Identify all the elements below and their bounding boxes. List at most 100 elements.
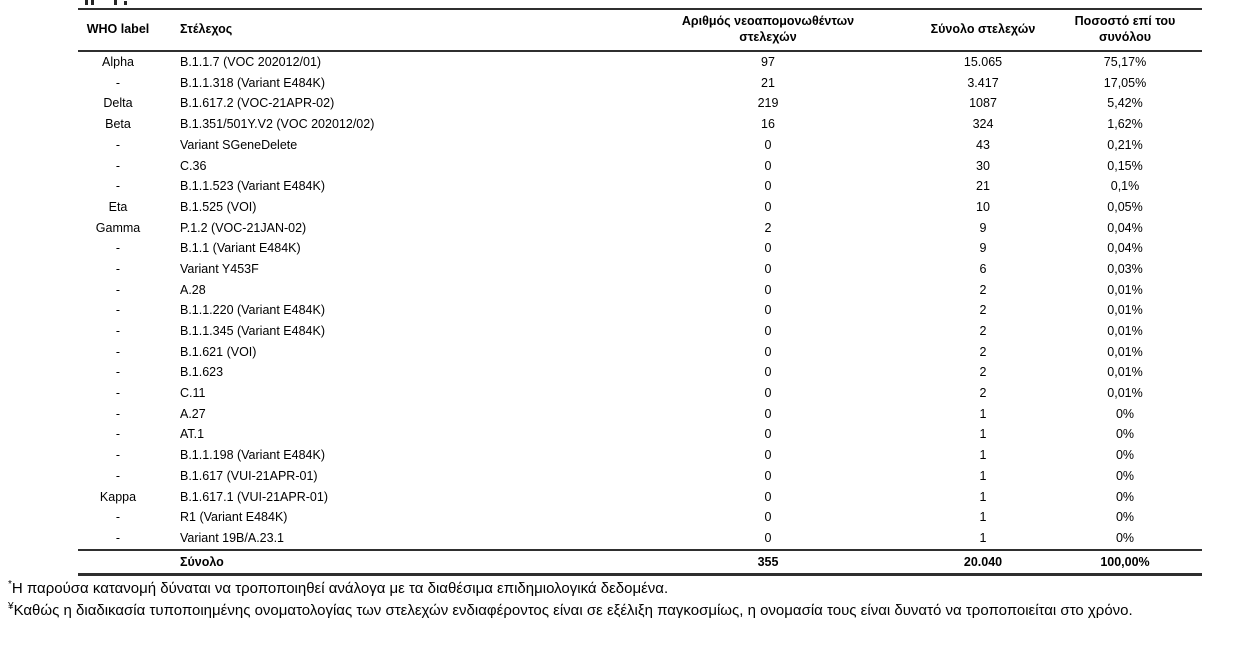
percentage-cell: 0,04% [1107,241,1143,256]
footnotes: *Η παρούσα κατανομή δύναται να τροποποιη… [8,578,1158,621]
who-label-cell: - [115,344,121,359]
table-row: - AT.1 0 1 0% [78,424,1202,445]
new-isolates-cell: 0 [764,468,772,483]
footnote-2: ¥Καθώς η διαδικασία τυποποιημένης ονοματ… [8,600,1158,622]
total-strains-cell: 1087 [969,96,997,111]
new-isolates-cell: 0 [764,282,772,297]
new-isolates-cell: 0 [764,386,772,401]
total-strains-cell: 1 [979,406,987,421]
percentage-cell: 0,04% [1107,220,1143,235]
table-row: - Variant SGeneDelete 0 43 0,21% [78,135,1202,156]
table-row: Alpha B.1.1.7 (VOC 202012/01) 97 15.065 75,1… [78,51,1202,73]
new-isolates-cell: 0 [764,261,772,276]
strain-cell: B.1.1.198 (Variant E484K) [180,448,325,463]
total-strains-cell: 6 [979,261,987,276]
table-row: Delta B.1.617.2 (VOC-21APR-02) 219 1087 5,42… [78,93,1202,114]
table-row: - C.36 0 30 0,15% [78,155,1202,176]
new-isolates-cell: 0 [764,427,772,442]
new-isolates-cell: 2 [764,220,772,235]
table-row: - C.11 0 2 0,01% [78,383,1202,404]
footnote-2-marker: ¥ [8,600,14,612]
strain-cell: B.1.1 (Variant E484K) [180,241,301,256]
strain-cell: B.1.1.345 (Variant E484K) [180,324,325,339]
strain-cell: B.1.351/501Y.V2 (VOC 202012/02) [180,117,375,132]
total-percentage: 100,00% [1048,548,1202,576]
new-isolates-cell: 0 [764,406,772,421]
strain-cell: B.1.1.318 (Variant E484K) [180,75,325,90]
table-row: - A.28 0 2 0,01% [78,280,1202,301]
percentage-cell: 1,62% [1107,117,1143,132]
col-header-strain: Στέλεχος [158,9,618,52]
footnote-1-text: Η παρούσα κατανομή δύναται να τροποποιηθ… [11,580,669,597]
strain-cell: B.1.1.7 (VOC 202012/01) [180,55,322,70]
new-isolates-cell: 0 [764,324,772,339]
who-label-cell: Beta [105,117,131,132]
new-isolates-cell: 16 [761,117,775,132]
percentage-cell: 5,42% [1107,96,1143,111]
strain-cell: R1 (Variant E484K) [180,510,288,525]
strain-cell: B.1.617.2 (VOC-21APR-02) [180,96,335,111]
percentage-cell: 0% [1115,468,1135,483]
total-strains-cell: 2 [979,365,987,380]
total-strains-cell: 1 [979,489,987,504]
table-row: - Variant 19B/A.23.1 0 1 0% [78,528,1202,550]
strain-cell: B.1.525 (VOI) [180,199,257,214]
table-row: - Variant Y453F 0 6 0,03% [78,259,1202,280]
percentage-cell: 0,1% [1110,179,1140,194]
total-strains-cell: 324 [972,117,994,132]
percentage-cell: 0% [1115,448,1135,463]
table-row: - B.1.1.198 (Variant E484K) 0 1 0% [78,445,1202,466]
col-header-new-isolates-line1: Αριθμός νεοαπομονωθέντων [681,14,855,29]
strain-cell: Variant Y453F [180,261,259,276]
table-row: - B.1.1 (Variant E484K) 0 9 0,04% [78,238,1202,259]
who-label-cell: Eta [108,199,128,214]
table-row: - B.1.1.345 (Variant E484K) 0 2 0,01% [78,321,1202,342]
new-isolates-cell: 0 [764,179,772,194]
strain-cell: A.27 [180,406,206,421]
col-header-percentage-line2: συνόλου [1098,30,1152,44]
new-isolates-cell: 0 [764,241,772,256]
table-row: Kappa B.1.617.1 (VUI-21APR-01) 0 1 0% [78,486,1202,507]
strain-cell: Variant 19B/A.23.1 [180,530,285,545]
new-isolates-cell: 0 [764,489,772,504]
percentage-cell: 0,01% [1107,344,1143,359]
new-isolates-cell: 0 [764,303,772,318]
strain-cell: P.1.2 (VOC-21JAN-02) [180,220,307,235]
total-strains-cell: 43 [976,137,990,152]
total-row: Σύνολο 355 20.040 100,00% [78,548,1202,576]
who-label-cell: - [115,510,121,525]
total-strains-cell: 1 [979,468,987,483]
who-label-cell: - [115,365,121,380]
percentage-cell: 0,01% [1107,365,1143,380]
total-strains-cell: 2 [979,282,987,297]
new-isolates-cell: 0 [764,448,772,463]
new-isolates-cell: 219 [757,96,779,111]
col-header-percentage: Ποσοστό επί του συνόλου [1048,9,1202,52]
percentage-cell: 0% [1115,489,1135,504]
strain-cell: B.1.1.523 (Variant E484K) [180,179,325,194]
variants-table: WHO label Στέλεχος Αριθμός νεοαπομονωθέν… [78,8,1202,576]
total-strains-cell: 15.065 [963,55,1003,70]
total-strains-cell: 2 [979,303,987,318]
new-isolates-cell: 0 [764,137,772,152]
who-label-cell: Kappa [99,489,137,504]
col-header-percentage-line1: Ποσοστό επί του [1074,14,1176,29]
total-strains-cell: 1 [979,427,987,442]
new-isolates-cell: 0 [764,158,772,173]
who-label-cell: - [115,324,121,339]
total-label: Σύνολο [158,548,618,576]
strain-cell: B.1.617 (VUI-21APR-01) [180,468,318,483]
percentage-cell: 0,15% [1107,158,1143,173]
who-label-cell: - [115,468,121,483]
footnote-1-marker: * [8,579,12,590]
percentage-cell: 0% [1115,427,1135,442]
total-strains-cell: 2 [979,344,987,359]
who-label-cell: - [115,158,121,173]
total-strains-cell: 2 [979,386,987,401]
new-isolates-cell: 0 [764,530,772,545]
col-header-total-strains: Σύνολο στελεχών [918,9,1048,52]
table-row: - B.1.621 (VOI) 0 2 0,01% [78,342,1202,363]
table-body: Alpha B.1.1.7 (VOC 202012/01) 97 15.065 75,1… [78,51,1202,550]
new-isolates-cell: 0 [764,199,772,214]
